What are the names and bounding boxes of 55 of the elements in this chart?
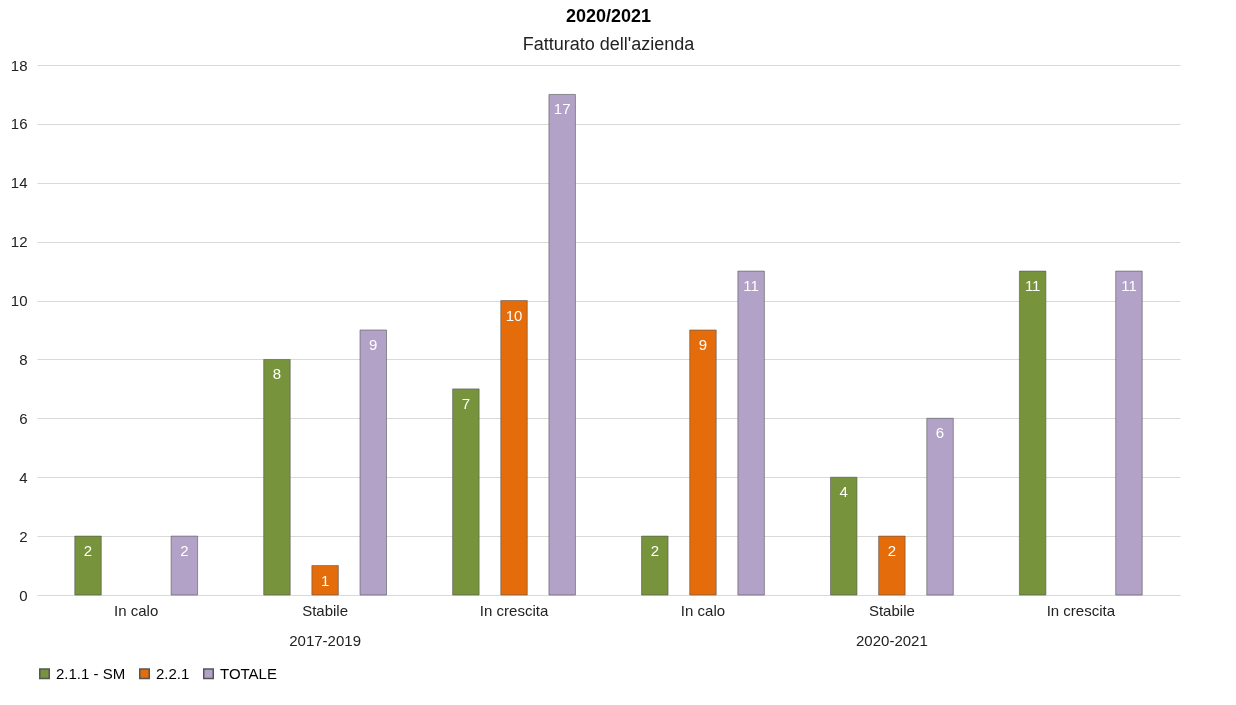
data-label: 2 xyxy=(887,542,897,560)
y-tick-label: 8 xyxy=(19,350,28,368)
bar xyxy=(1019,270,1047,596)
data-label: 2 xyxy=(180,542,189,560)
bar xyxy=(878,535,906,596)
data-label: 4 xyxy=(839,483,848,501)
y-tick-label: 16 xyxy=(10,115,28,133)
y-tick-label: 6 xyxy=(19,409,28,427)
data-label: 11 xyxy=(1024,277,1041,295)
bar xyxy=(359,329,387,596)
bar xyxy=(311,565,339,596)
data-label: 7 xyxy=(461,394,471,412)
data-label: 10 xyxy=(505,306,523,324)
bar xyxy=(830,476,858,596)
bar xyxy=(1115,270,1143,596)
x-tick-label: In calo xyxy=(114,601,159,619)
y-tick-label: 4 xyxy=(19,468,28,486)
data-label: 8 xyxy=(272,365,282,383)
data-label: 11 xyxy=(743,277,759,295)
y-tick-label: 12 xyxy=(10,233,28,251)
bar xyxy=(689,329,717,596)
bar xyxy=(500,300,528,596)
legend-label: TOTALE xyxy=(220,664,277,682)
text: 2017-2019 xyxy=(289,631,361,649)
text: 2020-2021 xyxy=(856,631,928,649)
data-label: 9 xyxy=(369,336,378,353)
bar xyxy=(926,418,954,596)
y-tick-label: 0 xyxy=(19,586,28,604)
bar xyxy=(548,94,576,596)
data-label: 17 xyxy=(553,100,571,118)
legend-label: 2.1.1 - SM xyxy=(56,664,126,682)
bar xyxy=(737,270,765,596)
chart-title: 2020/2021 xyxy=(565,6,652,26)
chart-subtitle: Fatturato dell'azienda xyxy=(522,34,696,54)
bar xyxy=(170,535,198,596)
x-tick-label: In calo xyxy=(680,601,726,619)
bar xyxy=(452,388,480,596)
data-label: 2 xyxy=(83,542,93,560)
y-tick-label: 18 xyxy=(10,56,28,74)
x-tick-label: Stabile xyxy=(302,601,349,619)
bar xyxy=(74,535,102,596)
legend-label: 2.2.1 xyxy=(156,664,190,682)
data-label: 1 xyxy=(320,571,330,589)
bar xyxy=(263,359,291,596)
data-label: 2 xyxy=(650,542,659,560)
x-tick-label: In crescita xyxy=(479,601,549,619)
data-label: 11 xyxy=(1121,277,1137,295)
data-label: 6 xyxy=(935,424,945,442)
data-label: 9 xyxy=(698,336,708,353)
bar xyxy=(641,535,669,596)
x-tick-label: In crescita xyxy=(1046,601,1116,619)
y-tick-label: 14 xyxy=(10,174,28,192)
y-tick-label: 10 xyxy=(10,292,28,310)
x-tick-label: Stabile xyxy=(868,601,915,619)
y-tick-label: 2 xyxy=(19,527,28,545)
